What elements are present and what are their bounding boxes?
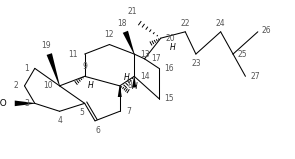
Text: 14: 14 — [140, 72, 149, 81]
Text: H: H — [131, 82, 137, 91]
Text: 20: 20 — [166, 34, 175, 43]
Text: 6: 6 — [96, 126, 100, 135]
Text: 17: 17 — [151, 54, 160, 63]
Text: H: H — [123, 73, 129, 82]
Text: 10: 10 — [43, 81, 53, 90]
Text: 13: 13 — [140, 50, 149, 59]
Polygon shape — [15, 100, 35, 106]
Polygon shape — [123, 31, 135, 54]
Text: 22: 22 — [181, 19, 190, 28]
Text: HO: HO — [0, 99, 7, 108]
Text: 4: 4 — [57, 116, 62, 125]
Text: 1: 1 — [24, 64, 29, 73]
Text: H: H — [88, 81, 94, 90]
Text: 8: 8 — [128, 81, 132, 90]
Text: 12: 12 — [105, 30, 114, 39]
Text: 2: 2 — [13, 81, 18, 90]
Text: 21: 21 — [127, 7, 137, 16]
Text: 25: 25 — [238, 50, 248, 59]
Text: 15: 15 — [165, 94, 174, 103]
Text: 27: 27 — [250, 72, 260, 81]
Text: 19: 19 — [42, 41, 51, 50]
Text: 23: 23 — [191, 59, 201, 68]
Polygon shape — [132, 76, 136, 87]
Text: 26: 26 — [261, 26, 271, 35]
Text: 9: 9 — [82, 62, 87, 71]
Text: 7: 7 — [126, 107, 131, 116]
Polygon shape — [47, 53, 60, 86]
Text: 11: 11 — [68, 50, 78, 59]
Polygon shape — [118, 86, 122, 97]
Text: 18: 18 — [118, 19, 127, 28]
Text: 16: 16 — [165, 64, 174, 73]
Text: 24: 24 — [216, 19, 225, 28]
Text: 3: 3 — [24, 99, 29, 108]
Text: H: H — [170, 43, 176, 52]
Text: 5: 5 — [79, 108, 84, 117]
